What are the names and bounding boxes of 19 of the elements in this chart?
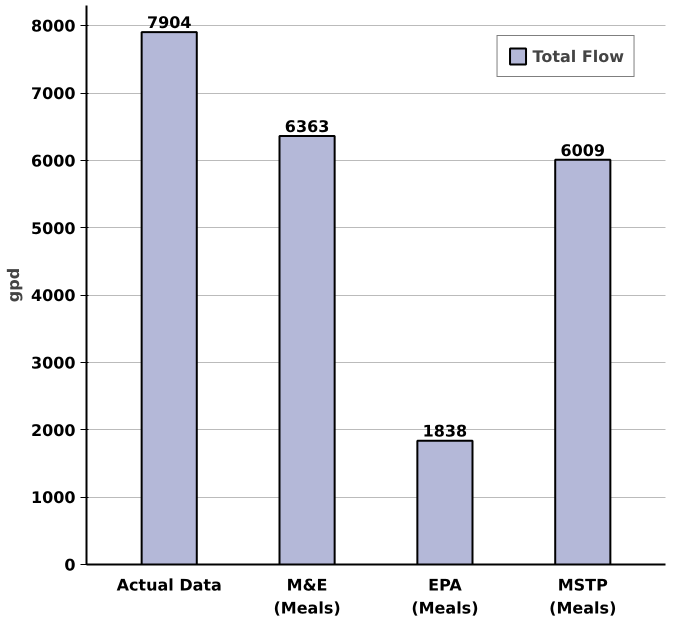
y-tick-label: 3000	[30, 353, 76, 372]
y-axis-title: gpd	[4, 268, 23, 302]
data-label: 6009	[560, 140, 606, 160]
y-tick-label: 1000	[30, 488, 76, 508]
y-tick-label: 5000	[30, 218, 76, 238]
data-label: 1838	[422, 422, 468, 441]
x-tick-label: M&E (Meals)	[273, 576, 341, 618]
x-tick-label: Actual Data	[116, 576, 222, 594]
x-tick-label: MSTP (Meals)	[549, 576, 616, 618]
data-label: 6363	[284, 116, 330, 136]
y-tick-label: 2000	[30, 420, 76, 440]
data-label: 7904	[146, 13, 192, 32]
y-tick-label: 7000	[30, 84, 76, 104]
y-tick-label: 4000	[30, 286, 76, 306]
y-tick-label: 6000	[30, 151, 76, 170]
y-tick-label: 0	[64, 556, 76, 574]
legend-label: Total Flow	[532, 46, 624, 66]
x-tick-label: EPA (Meals)	[411, 576, 479, 618]
y-tick-label: 8000	[30, 16, 76, 36]
